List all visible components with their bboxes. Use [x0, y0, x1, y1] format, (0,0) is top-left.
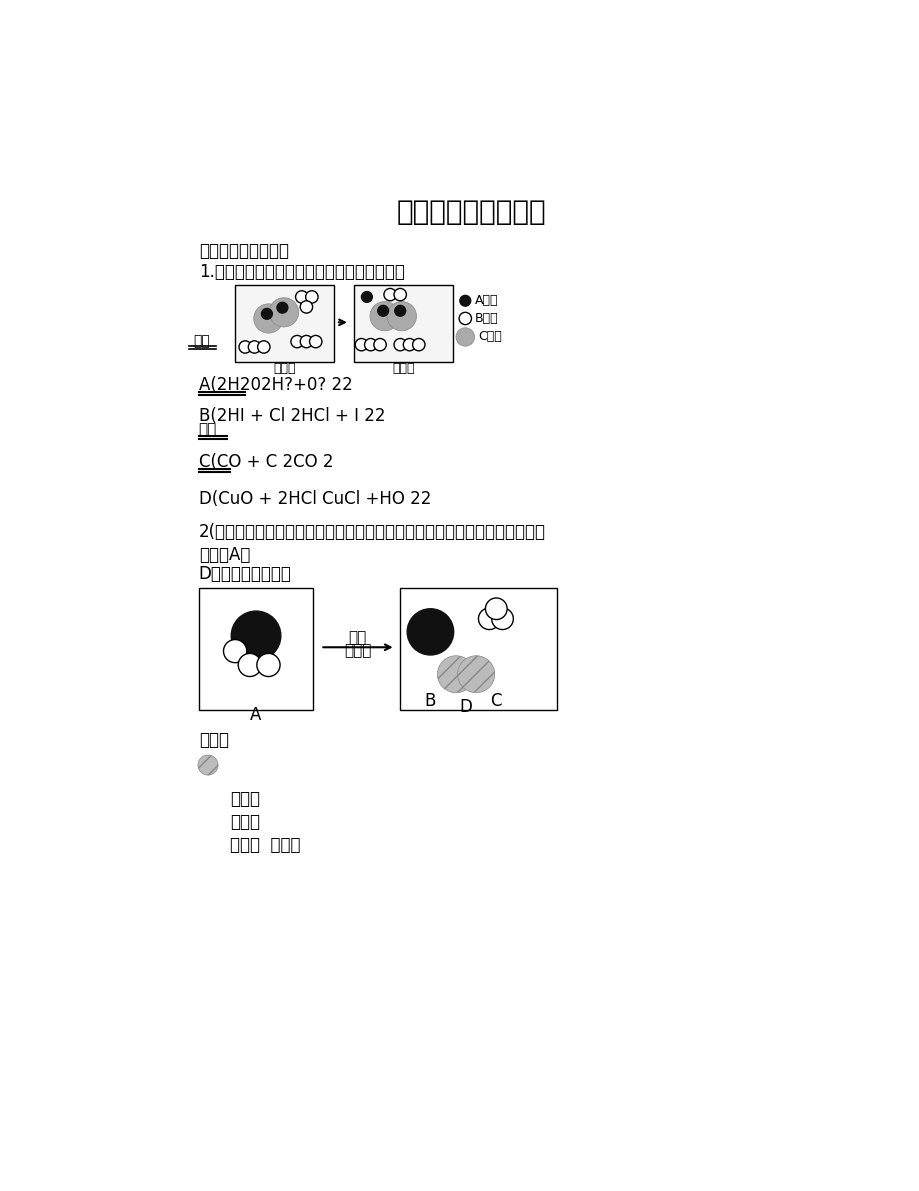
Text: 加热: 加热 — [348, 630, 367, 646]
Circle shape — [295, 291, 308, 303]
Text: B原子: B原子 — [474, 312, 498, 325]
Circle shape — [223, 640, 246, 662]
Circle shape — [373, 338, 386, 351]
Circle shape — [309, 336, 322, 348]
Circle shape — [238, 654, 261, 676]
Text: 反应前: 反应前 — [273, 362, 296, 375]
Bar — [199, 588, 313, 710]
Text: 氮原子: 氮原子 — [199, 730, 229, 749]
Bar — [353, 286, 452, 362]
Circle shape — [393, 288, 406, 301]
Bar — [235, 286, 334, 362]
Circle shape — [478, 607, 500, 630]
Circle shape — [387, 301, 416, 331]
Circle shape — [412, 338, 425, 351]
Text: 2(下图描述的是某反应在同一容器中反应前后部分分子种类的微观示意图，该: 2(下图描述的是某反应在同一容器中反应前后部分分子种类的微观示意图，该 — [199, 523, 545, 541]
Circle shape — [403, 338, 415, 351]
Text: B: B — [425, 692, 436, 710]
Circle shape — [198, 755, 218, 775]
Circle shape — [393, 338, 406, 351]
Text: A: A — [250, 706, 261, 724]
Circle shape — [457, 656, 494, 693]
Text: 1.下列化学可以用右边的微观示意图表示的是: 1.下列化学可以用右边的微观示意图表示的是 — [199, 263, 404, 281]
Text: 反应中A与: 反应中A与 — [199, 545, 250, 563]
Circle shape — [485, 598, 506, 619]
Text: B(2HI + Cl 2HCl + I 22: B(2HI + Cl 2HCl + I 22 — [199, 407, 385, 425]
Circle shape — [300, 301, 312, 313]
Circle shape — [305, 291, 318, 303]
Circle shape — [407, 609, 453, 655]
Circle shape — [257, 341, 269, 353]
Text: 反应前  反应后: 反应前 反应后 — [230, 836, 300, 854]
Circle shape — [361, 292, 372, 303]
Circle shape — [460, 295, 471, 306]
Circle shape — [459, 312, 471, 325]
Text: D(CuO + 2HCl CuCl +HO 22: D(CuO + 2HCl CuCl +HO 22 — [199, 490, 431, 507]
Bar — [400, 588, 556, 710]
Circle shape — [290, 336, 303, 348]
Text: A(2H202H?+0? 22: A(2H202H?+0? 22 — [199, 376, 352, 394]
Text: 反应后: 反应后 — [391, 362, 414, 375]
Circle shape — [277, 303, 288, 313]
Circle shape — [378, 305, 388, 316]
Circle shape — [261, 308, 272, 319]
Text: 化学变化微观结构图: 化学变化微观结构图 — [199, 242, 289, 260]
Text: A原子: A原子 — [474, 294, 497, 307]
Text: C原子: C原子 — [478, 330, 502, 343]
Text: 通电: 通电 — [193, 335, 210, 349]
Circle shape — [456, 328, 474, 347]
Text: C(CO + C 2CO 2: C(CO + C 2CO 2 — [199, 454, 333, 472]
Text: 化学变化微观结构图: 化学变化微观结构图 — [396, 198, 546, 226]
Circle shape — [231, 611, 280, 660]
Circle shape — [254, 304, 283, 333]
Circle shape — [300, 336, 312, 348]
Circle shape — [394, 305, 405, 316]
Text: 催化剂: 催化剂 — [344, 643, 371, 659]
Text: C: C — [490, 692, 502, 710]
Text: D: D — [460, 698, 472, 716]
Text: 氢原子: 氢原子 — [230, 813, 259, 831]
Circle shape — [383, 288, 396, 301]
Circle shape — [437, 656, 474, 693]
Circle shape — [369, 301, 399, 331]
Circle shape — [239, 341, 251, 353]
Circle shape — [364, 338, 377, 351]
Circle shape — [256, 654, 279, 676]
Circle shape — [269, 298, 299, 328]
Text: 氧原子: 氧原子 — [230, 790, 259, 807]
Circle shape — [248, 341, 260, 353]
Text: D的微粒数目之比为: D的微粒数目之比为 — [199, 565, 291, 584]
Circle shape — [491, 607, 513, 630]
Circle shape — [355, 338, 368, 351]
Text: 高温: 高温 — [199, 423, 217, 437]
